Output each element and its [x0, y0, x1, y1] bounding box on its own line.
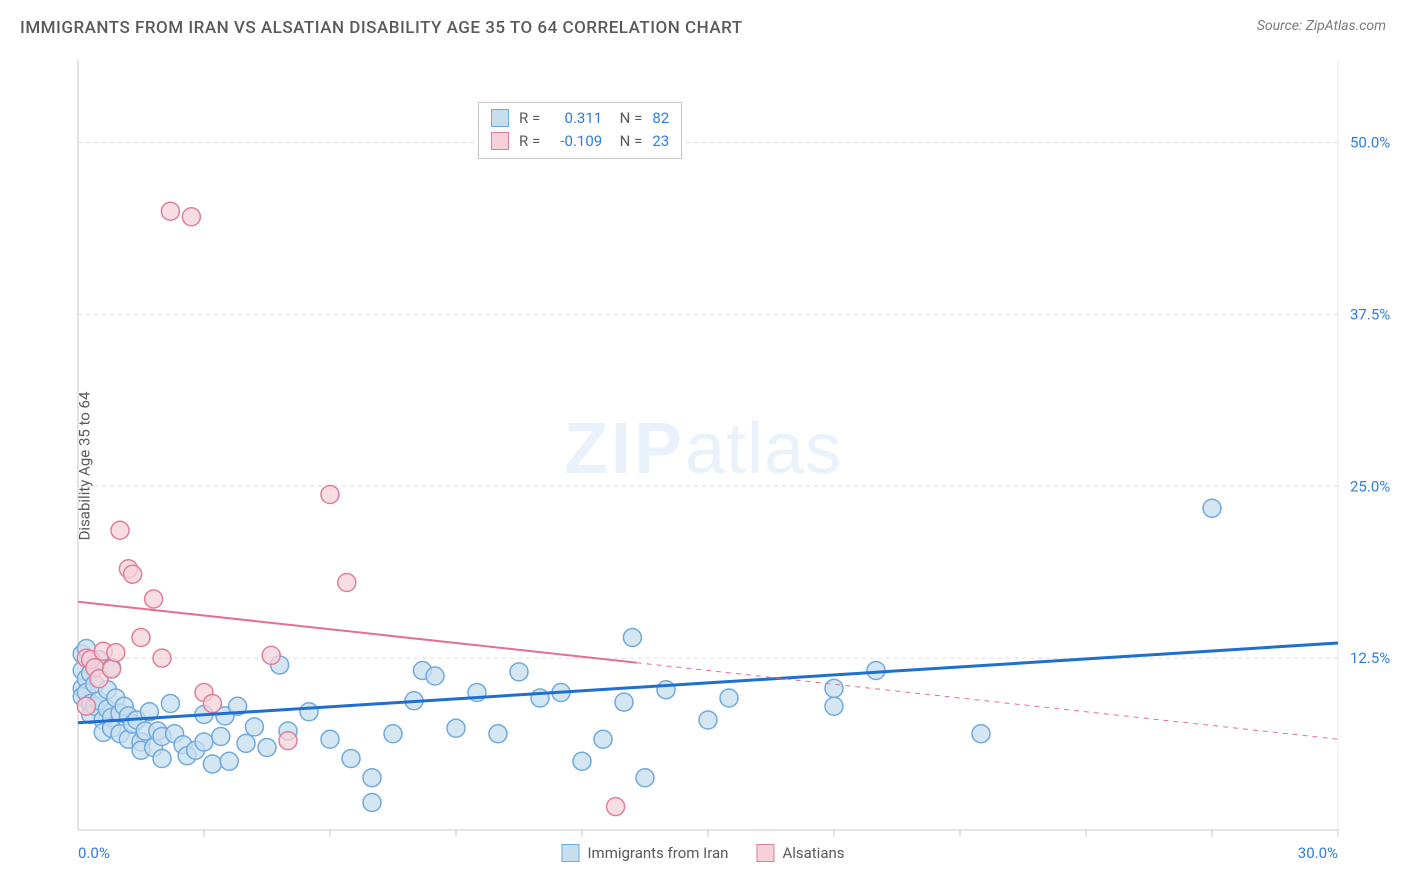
stats-row: R = -0.109 N = 23	[491, 130, 669, 153]
x-tick-label: 0.0%	[78, 844, 110, 862]
y-tick-label: 50.0%	[1350, 134, 1390, 152]
data-point	[342, 750, 360, 768]
scatter-plot: 12.5% 25.0% 37.5% 50.0% 0.0% 30.0%	[18, 50, 1406, 870]
data-point	[594, 730, 612, 748]
x-tick-label: 30.0%	[1298, 844, 1338, 862]
data-point	[77, 697, 95, 715]
legend-label: Alsatians	[782, 844, 844, 862]
series-legend: Immigrants from Iran Alsatians	[561, 844, 844, 862]
data-point	[153, 750, 171, 768]
data-point	[510, 663, 528, 681]
data-point	[489, 725, 507, 743]
chart-title: IMMIGRANTS FROM IRAN VS ALSATIAN DISABIL…	[20, 18, 743, 38]
data-point	[203, 695, 221, 713]
data-point	[615, 693, 633, 711]
data-point	[321, 730, 339, 748]
data-point	[720, 689, 738, 707]
data-point	[573, 752, 591, 770]
data-point	[338, 574, 356, 592]
data-point	[300, 703, 318, 721]
data-point	[132, 629, 150, 647]
series-swatch	[756, 844, 774, 862]
legend-item: Immigrants from Iran	[561, 844, 728, 862]
r-value: -0.109	[550, 130, 602, 153]
source-attribution: Source: ZipAtlas.com	[1257, 18, 1386, 34]
data-point	[972, 725, 990, 743]
data-point	[161, 202, 179, 220]
data-point	[195, 733, 213, 751]
data-point	[161, 695, 179, 713]
correlation-stats-box: R = 0.311 N = 82 R = -0.109 N = 23	[478, 102, 682, 159]
data-point	[279, 732, 297, 750]
series-swatch	[491, 132, 509, 150]
data-point	[699, 711, 717, 729]
data-point	[237, 734, 255, 752]
y-tick-label: 12.5%	[1350, 649, 1390, 667]
legend-label: Immigrants from Iran	[587, 844, 728, 862]
data-point	[212, 728, 230, 746]
data-point	[220, 752, 238, 770]
n-label: N =	[612, 130, 642, 153]
data-point	[262, 646, 280, 664]
data-point	[182, 208, 200, 226]
legend-item: Alsatians	[756, 844, 844, 862]
data-point	[1203, 499, 1221, 517]
data-point	[153, 649, 171, 667]
data-point	[623, 629, 641, 647]
data-point	[825, 679, 843, 697]
data-point	[103, 660, 121, 678]
y-axis-label: Disability Age 35 to 64	[75, 392, 93, 541]
n-value: 23	[652, 130, 669, 153]
data-point	[321, 486, 339, 504]
data-point	[124, 565, 142, 583]
data-point	[825, 697, 843, 715]
chart-container: Disability Age 35 to 64 ZIPatlas 12.5%25…	[18, 50, 1388, 882]
data-point	[203, 755, 221, 773]
r-label: R =	[519, 107, 540, 130]
data-point	[447, 719, 465, 737]
data-point	[363, 769, 381, 787]
r-label: R =	[519, 130, 540, 153]
n-label: N =	[612, 107, 642, 130]
data-point	[363, 794, 381, 812]
data-point	[145, 590, 163, 608]
data-point	[245, 718, 263, 736]
data-point	[657, 681, 675, 699]
data-point	[107, 644, 125, 662]
data-point	[111, 521, 129, 539]
r-value: 0.311	[550, 107, 602, 130]
data-point	[258, 739, 276, 757]
y-tick-label: 25.0%	[1350, 477, 1390, 495]
data-point	[607, 798, 625, 816]
series-swatch	[491, 109, 509, 127]
data-point	[636, 769, 654, 787]
stats-row: R = 0.311 N = 82	[491, 107, 669, 130]
n-value: 82	[652, 107, 669, 130]
y-tick-label: 37.5%	[1350, 305, 1390, 323]
data-point	[384, 725, 402, 743]
series-swatch	[561, 844, 579, 862]
data-point	[426, 667, 444, 685]
